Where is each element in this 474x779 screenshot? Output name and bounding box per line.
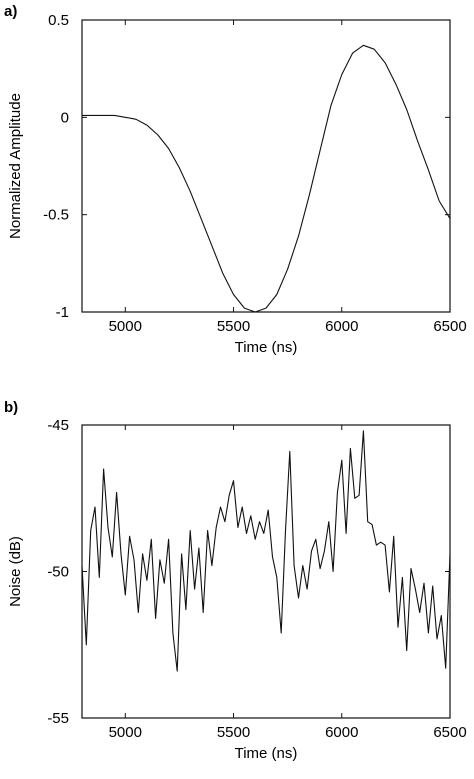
y-tick-label: -45 [47, 417, 69, 434]
x-tick-label: 6000 [325, 724, 358, 741]
x-tick-label: 6000 [325, 318, 358, 335]
x-tick-label: 5000 [109, 724, 142, 741]
x-tick-label: 6500 [433, 724, 466, 741]
y-tick-label: -1 [56, 304, 69, 321]
panel-label: a) [4, 3, 17, 20]
series-line [82, 44, 450, 312]
y-tick-label: -55 [47, 710, 69, 727]
y-tick-label: -0.5 [43, 207, 69, 224]
x-tick-label: 5000 [109, 318, 142, 335]
panel-b: b) 5000 5500 6000 6500 -45 -50 -55 Time (ns) Nois… [4, 399, 467, 762]
x-tick-label: 6500 [433, 318, 466, 335]
x-tick-label: 5500 [217, 724, 250, 741]
x-tick-label: 5500 [217, 318, 250, 335]
series-line [82, 430, 450, 672]
y-axis-label: Noise (dB) [7, 536, 24, 607]
panel-label: b) [4, 399, 18, 416]
panel-a: a) 5000 5500 6000 6500 0.5 0 -0.5 -1 Time (ns) Nor… [4, 3, 467, 356]
y-tick-label: 0.5 [48, 12, 69, 29]
y-axis-label: Normalized Amplitude [7, 93, 24, 239]
plot-frame [81, 424, 451, 719]
plot-frame [81, 19, 451, 313]
x-axis-label: Time (ns) [235, 339, 298, 356]
x-axis-label: Time (ns) [235, 745, 298, 762]
y-tick-label: 0 [61, 109, 69, 126]
y-tick-label: -50 [47, 564, 69, 581]
